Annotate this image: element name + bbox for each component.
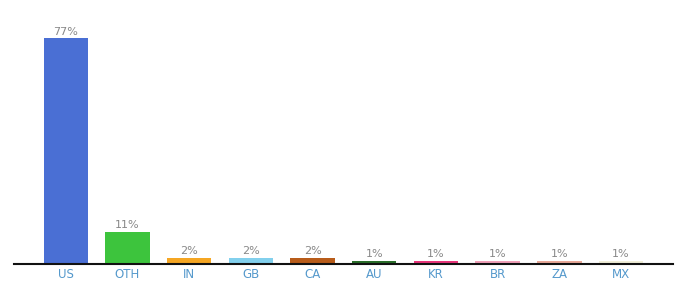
Bar xyxy=(290,258,335,264)
Bar xyxy=(228,258,273,264)
Text: 1%: 1% xyxy=(551,249,568,259)
Text: 11%: 11% xyxy=(115,220,140,230)
Bar xyxy=(599,261,643,264)
Text: 2%: 2% xyxy=(304,246,322,256)
Text: 2%: 2% xyxy=(242,246,260,256)
Text: 2%: 2% xyxy=(180,246,198,256)
Bar xyxy=(475,261,520,264)
Bar xyxy=(167,258,211,264)
Text: 1%: 1% xyxy=(612,249,630,259)
Bar xyxy=(105,232,150,264)
Bar xyxy=(44,38,88,264)
Bar xyxy=(413,261,458,264)
Bar xyxy=(352,261,396,264)
Text: 77%: 77% xyxy=(53,27,78,37)
Text: 1%: 1% xyxy=(427,249,445,259)
Text: 1%: 1% xyxy=(489,249,507,259)
Bar xyxy=(537,261,581,264)
Text: 1%: 1% xyxy=(365,249,383,259)
